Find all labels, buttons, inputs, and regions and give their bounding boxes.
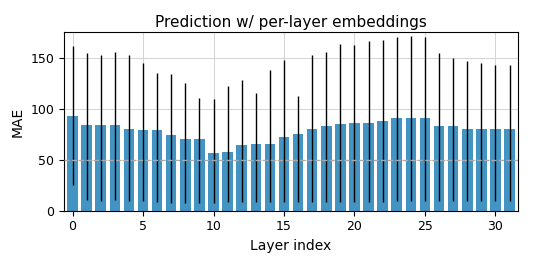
Bar — [307, 129, 317, 211]
Bar — [378, 121, 388, 211]
Bar — [96, 125, 106, 211]
Bar — [335, 124, 345, 211]
Bar — [124, 129, 134, 211]
Bar — [237, 146, 247, 211]
Bar — [222, 151, 233, 211]
Bar — [434, 126, 444, 211]
Bar — [67, 116, 78, 211]
Bar — [152, 130, 162, 211]
Bar — [476, 129, 486, 211]
Bar — [81, 125, 92, 211]
Bar — [109, 125, 120, 211]
X-axis label: Layer index: Layer index — [250, 239, 332, 253]
Bar — [208, 153, 219, 211]
Bar — [363, 123, 374, 211]
Bar — [462, 129, 473, 211]
Y-axis label: MAE: MAE — [11, 106, 25, 137]
Bar — [250, 144, 261, 211]
Bar — [405, 118, 416, 211]
Bar — [293, 134, 303, 211]
Bar — [448, 126, 458, 211]
Bar — [265, 144, 275, 211]
Bar — [180, 139, 191, 211]
Bar — [279, 137, 289, 211]
Bar — [194, 139, 205, 211]
Bar — [166, 135, 177, 211]
Bar — [391, 118, 402, 211]
Bar — [138, 130, 148, 211]
Bar — [349, 123, 360, 211]
Bar — [420, 118, 430, 211]
Bar — [321, 126, 332, 211]
Bar — [504, 129, 515, 211]
Bar — [490, 129, 501, 211]
Title: Prediction w/ per-layer embeddings: Prediction w/ per-layer embeddings — [155, 15, 427, 30]
